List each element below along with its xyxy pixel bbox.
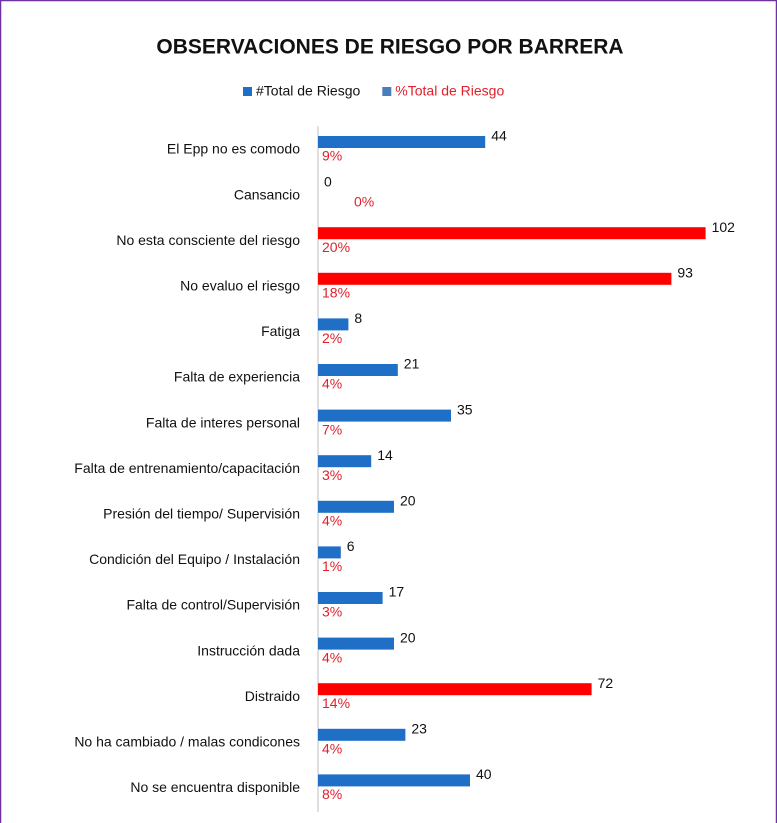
percent-label: 3% — [322, 604, 342, 620]
legend-label: %Total de Riesgo — [395, 83, 504, 99]
category-label: Presión del tiempo/ Supervisión — [103, 506, 300, 522]
bar — [318, 136, 486, 148]
category-label: El Epp no es comodo — [167, 141, 300, 157]
percent-label: 9% — [322, 148, 342, 164]
value-label: 93 — [677, 265, 693, 281]
bar — [318, 318, 349, 331]
bar — [318, 637, 394, 650]
bar — [318, 592, 383, 604]
category-label: Cansancio — [234, 186, 300, 202]
category-label: Condición del Equipo / Instalación — [89, 551, 300, 567]
percent-label: 18% — [322, 285, 350, 301]
value-label: 102 — [712, 219, 736, 235]
percent-label: 3% — [322, 467, 342, 483]
category-label: Instrucción dada — [197, 642, 300, 658]
category-label: Falta de entrenamiento/capacitación — [74, 460, 300, 476]
value-label: 35 — [457, 401, 473, 417]
percent-label: 8% — [322, 786, 342, 802]
percent-label: 7% — [322, 421, 342, 437]
bar — [318, 683, 592, 696]
percent-label: 2% — [322, 330, 342, 346]
category-label: Fatiga — [261, 323, 300, 339]
bar — [318, 774, 470, 787]
percent-label: 4% — [322, 513, 342, 529]
category-label: Falta de control/Supervisión — [126, 597, 300, 613]
value-label: 14 — [377, 447, 393, 463]
bar — [318, 500, 394, 513]
percent-label: 4% — [322, 649, 342, 665]
value-label: 0 — [324, 173, 332, 189]
legend-swatch — [382, 87, 392, 96]
category-label: No ha cambiado / malas condicones — [74, 734, 300, 750]
value-label: 23 — [411, 721, 427, 737]
category-label: No evaluo el riesgo — [180, 278, 300, 294]
bar — [318, 455, 372, 468]
bar — [318, 227, 706, 240]
percent-label: 0% — [354, 193, 374, 209]
category-label: No se encuentra disponible — [130, 779, 300, 795]
bar — [318, 728, 406, 741]
bar — [318, 546, 341, 559]
percent-label: 4% — [322, 376, 342, 392]
category-label: No esta consciente del riesgo — [116, 232, 300, 248]
bar — [318, 409, 451, 422]
chart-title: OBSERVACIONES DE RIESGO POR BARRERA — [156, 36, 623, 59]
category-label: Falta de experiencia — [174, 369, 300, 385]
value-label: 6 — [347, 538, 355, 554]
percent-label: 14% — [322, 695, 350, 711]
value-label: 72 — [598, 675, 614, 691]
value-label: 21 — [404, 356, 420, 372]
value-label: 40 — [476, 766, 492, 782]
value-label: 44 — [491, 128, 507, 144]
value-label: 20 — [400, 629, 416, 645]
value-label: 17 — [389, 584, 405, 600]
bar — [318, 364, 398, 376]
bar — [318, 272, 672, 285]
value-label: 8 — [354, 310, 362, 326]
percent-label: 4% — [322, 741, 342, 757]
category-label: Falta de interes personal — [146, 414, 300, 430]
value-label: 20 — [400, 493, 416, 509]
percent-label: 20% — [322, 239, 350, 255]
legend-swatch — [243, 87, 252, 96]
legend-label: #Total de Riesgo — [256, 83, 361, 99]
percent-label: 1% — [322, 558, 342, 574]
category-label: Distraido — [245, 688, 300, 704]
